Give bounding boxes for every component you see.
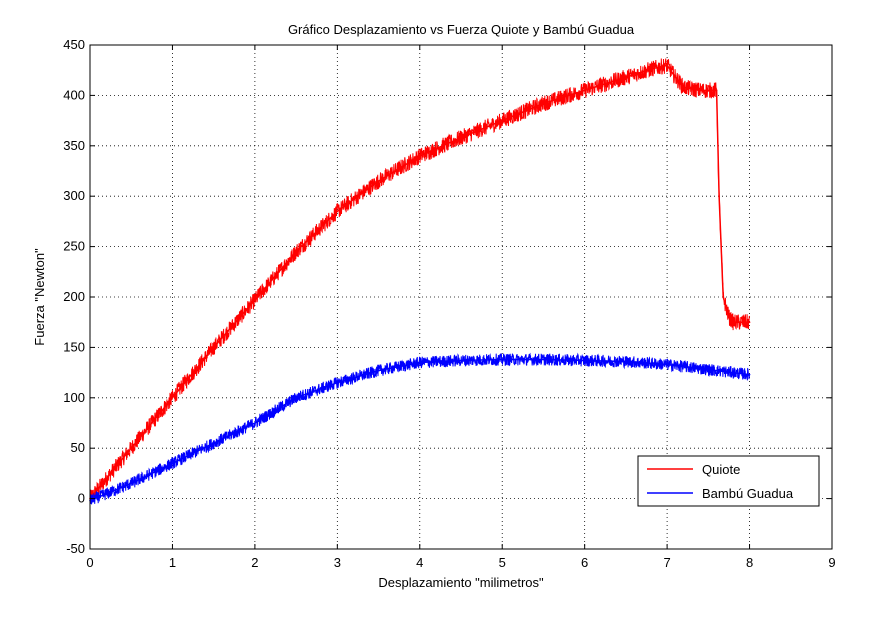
data-point	[682, 86, 685, 89]
data-point	[377, 369, 380, 372]
data-point	[171, 462, 174, 465]
data-point	[377, 180, 380, 182]
x-tick-label: 3	[334, 555, 341, 570]
legend-label-bambu-guadua: Bambú Guadua	[702, 486, 794, 501]
data-point	[501, 119, 504, 122]
y-tick-label: 250	[63, 239, 85, 254]
x-axis-label: Desplazamiento "milimetros"	[378, 575, 544, 590]
x-tick-label: 5	[499, 555, 506, 570]
data-point	[732, 321, 734, 324]
y-tick-label: 450	[63, 37, 85, 52]
data-point	[542, 102, 545, 105]
data-point	[171, 397, 174, 399]
y-tick-label: 150	[63, 339, 85, 354]
data-point	[728, 316, 730, 318]
data-point	[583, 89, 586, 92]
x-tick-label: 8	[746, 555, 753, 570]
data-point	[748, 373, 751, 376]
data-point	[625, 360, 627, 363]
data-point	[418, 155, 421, 157]
data-point	[666, 64, 668, 66]
legend-box	[637, 455, 820, 507]
data-point	[295, 397, 297, 399]
data-point	[212, 442, 215, 444]
data-point	[418, 361, 421, 364]
series-quiote	[89, 58, 751, 502]
data-point	[295, 250, 297, 253]
data-point	[130, 482, 133, 485]
data-point	[336, 381, 339, 384]
x-tick-label: 2	[251, 555, 258, 570]
y-tick-label: 50	[71, 440, 85, 455]
series-layer	[89, 58, 751, 505]
data-point	[583, 359, 586, 362]
data-point	[707, 368, 710, 371]
y-tick-label: 400	[63, 87, 85, 102]
x-tick-label: 0	[86, 555, 93, 570]
chart-title: Gráfico Desplazamiento vs Fuerza Quiote …	[288, 22, 635, 37]
data-point	[542, 358, 545, 361]
y-tick-label: 200	[63, 289, 85, 304]
data-point	[718, 195, 720, 197]
data-point	[649, 68, 652, 70]
data-point	[254, 422, 256, 424]
y-tick-label: 300	[63, 188, 85, 203]
data-point	[722, 296, 724, 298]
legend-label-quiote: Quiote	[702, 462, 740, 477]
data-point	[254, 299, 256, 301]
data-point	[699, 89, 701, 92]
x-tick-label: 4	[416, 555, 423, 570]
y-tick-label: -50	[66, 541, 85, 556]
y-tick-label: 100	[63, 390, 85, 405]
data-point	[336, 210, 339, 213]
data-point	[460, 136, 462, 139]
x-tick-label: 9	[828, 555, 835, 570]
data-point	[212, 346, 215, 349]
data-point	[130, 447, 133, 450]
data-point	[625, 76, 627, 79]
y-tick-label: 350	[63, 138, 85, 153]
y-tick-label: 0	[78, 491, 85, 506]
x-tick-label: 6	[581, 555, 588, 570]
data-point	[460, 359, 462, 362]
data-point	[501, 358, 504, 361]
data-point	[748, 321, 751, 324]
data-point	[666, 363, 668, 366]
x-tick-label: 7	[663, 555, 670, 570]
data-point	[674, 76, 677, 79]
legend: Quiote Bambú Guadua	[637, 455, 820, 507]
y-axis-label: Fuerza "Newton"	[32, 248, 47, 346]
data-point	[715, 89, 718, 92]
x-tick-label: 1	[169, 555, 176, 570]
